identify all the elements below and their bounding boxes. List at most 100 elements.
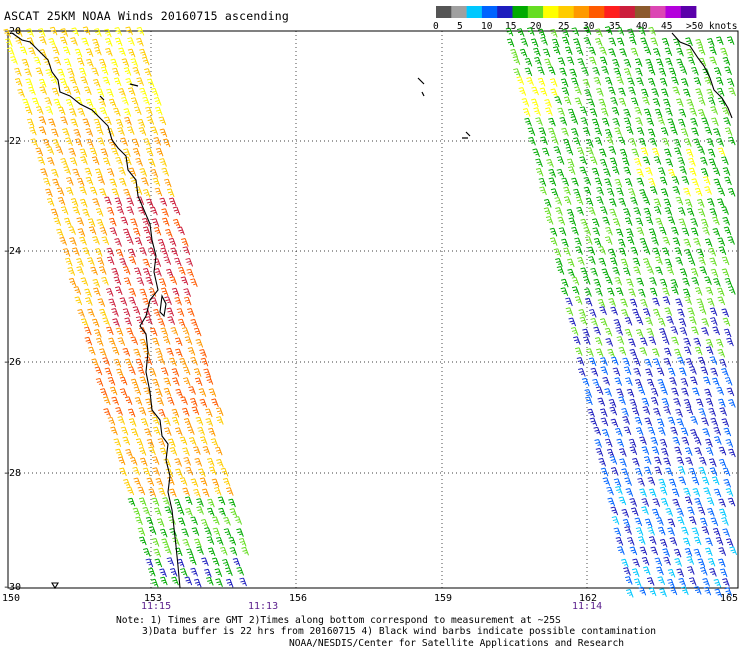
wind-barb — [721, 156, 729, 165]
wind-barb — [130, 58, 139, 67]
wind-barb — [594, 137, 603, 146]
wind-barb — [101, 236, 110, 245]
legend-labels: 0 5 10 15 20 25 30 35 40 45 >50 knots — [433, 21, 737, 32]
wind-barb — [710, 317, 718, 326]
wind-barb — [548, 168, 557, 178]
wind-barb — [135, 438, 144, 447]
wind-barb — [72, 206, 81, 216]
legend-swatch — [527, 6, 544, 18]
wind-barb — [170, 247, 179, 257]
wind-barb — [124, 358, 133, 368]
wind-barb — [693, 536, 702, 546]
wind-barb — [126, 327, 134, 337]
wind-barb — [570, 326, 579, 336]
wind-barb — [610, 467, 619, 476]
wind-barb — [723, 117, 731, 126]
wind-barb — [712, 326, 720, 336]
wind-barb — [571, 276, 580, 286]
wind-barb — [655, 266, 663, 276]
wind-barb — [701, 327, 709, 336]
wind-barb — [721, 367, 729, 377]
wind-barb — [545, 107, 553, 116]
wind-barb — [712, 167, 721, 176]
wind-barb — [622, 357, 630, 367]
wind-barb — [701, 417, 709, 426]
wind-barb — [693, 586, 702, 595]
wind-barb — [182, 366, 191, 376]
wind-barb — [636, 168, 644, 178]
wind-barb — [55, 146, 64, 155]
wind-barb — [726, 337, 734, 347]
wind-barb — [236, 528, 244, 537]
wind-barb — [585, 139, 594, 148]
wind-barb — [604, 327, 613, 337]
wind-barb — [516, 76, 525, 85]
wind-barb — [707, 297, 715, 307]
wind-barb — [630, 246, 639, 256]
wind-barb — [171, 287, 180, 297]
wind-barb — [679, 327, 688, 336]
wind-barb — [211, 557, 220, 567]
wind-barb — [693, 337, 702, 347]
wind-barb — [154, 97, 162, 106]
wind-barb — [659, 486, 668, 496]
wind-barb — [182, 538, 190, 548]
wind-barb — [193, 327, 202, 337]
wind-barb — [524, 67, 533, 77]
wind-barb — [653, 206, 662, 215]
wind-barb — [625, 588, 634, 598]
wind-barb — [69, 76, 77, 86]
wind-barb — [124, 317, 132, 327]
wind-barb — [567, 268, 575, 278]
wind-barb — [723, 226, 732, 236]
wind-barb — [571, 177, 579, 187]
wind-barb — [636, 127, 645, 136]
wind-barb — [35, 147, 44, 157]
wind-barb — [571, 77, 579, 87]
wind-barb — [724, 127, 733, 136]
wind-barb — [109, 227, 118, 236]
wind-barb — [84, 326, 92, 336]
wind-barb — [139, 48, 147, 58]
wind-barb — [637, 477, 645, 487]
wind-barb — [670, 126, 678, 136]
wind-barb — [136, 26, 145, 36]
wind-barb — [661, 37, 670, 47]
wind-barb — [547, 66, 556, 76]
wind-barb — [537, 66, 545, 76]
wind-barb — [672, 436, 681, 446]
wind-barb — [92, 38, 100, 48]
wind-barb — [628, 86, 636, 96]
wind-barb — [707, 557, 716, 567]
wind-barb — [652, 297, 660, 307]
wind-barb — [588, 256, 596, 265]
wind-barb — [519, 48, 528, 58]
wind-barb — [678, 476, 687, 486]
wind-barb — [146, 116, 155, 125]
wind-barb — [150, 87, 159, 97]
wind-barb — [633, 207, 642, 216]
wind-barb — [159, 568, 167, 578]
wind-barb — [91, 318, 100, 328]
wind-barb — [563, 247, 571, 257]
wind-barb — [43, 177, 51, 187]
wind-barb — [694, 447, 703, 456]
wind-barb — [102, 317, 111, 326]
wind-barb — [674, 446, 682, 456]
wind-barb — [657, 526, 666, 536]
wind-barb — [151, 456, 160, 465]
wind-barb — [639, 237, 648, 247]
wind-barb — [130, 218, 138, 227]
wind-barb — [154, 267, 162, 277]
wind-barb — [70, 118, 79, 128]
wind-barb — [140, 457, 148, 467]
wind-barb — [51, 168, 59, 178]
coastline — [11, 32, 181, 589]
wind-barb — [659, 77, 668, 87]
legend-label-20: 20 — [530, 21, 542, 32]
wind-barb — [684, 547, 693, 557]
wind-barb — [28, 47, 36, 56]
wind-barb — [185, 507, 193, 517]
wind-barb — [596, 87, 604, 97]
wind-barb — [574, 86, 582, 95]
